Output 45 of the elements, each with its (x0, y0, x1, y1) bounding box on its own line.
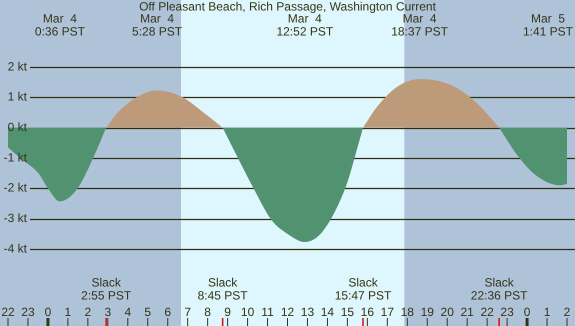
x-tick-label: 22 (1, 305, 15, 319)
y-tick-label: -1 kt (4, 150, 28, 164)
x-tick-label: 23 (21, 305, 35, 319)
x-tick-label: 11 (261, 305, 274, 319)
text: Slack 15:47 PST (334, 275, 392, 302)
x-tick-label: 17 (380, 305, 394, 319)
text: Slack 2:55 PST (81, 275, 132, 302)
x-tick-label: 0 (524, 305, 531, 319)
text: Mar 4 0:36 PST (34, 11, 86, 38)
y-tick-label: -4 kt (4, 241, 28, 256)
chart-title: Off Pleasant Beach, Rich Passage, Washington Current (139, 0, 437, 14)
x-tick-label: 8 (204, 305, 212, 319)
x-tick-label: 2 (564, 305, 571, 319)
x-tick-label: 10 (240, 305, 255, 319)
y-tick-label: -3 kt (4, 210, 28, 225)
x-tick-label: 5 (144, 305, 152, 319)
y-tick-label: -2 kt (4, 180, 28, 195)
x-tick-label: 0 (44, 305, 52, 319)
text: Mar 4 18:37 PST (391, 11, 449, 38)
x-tick-label: 21 (460, 305, 474, 319)
text: Mar 5 1:41 PST (522, 11, 574, 38)
x-tick-label: 7 (184, 305, 192, 319)
y-tick-label: 1 kt (8, 90, 28, 104)
x-tick-label: 13 (300, 305, 314, 319)
x-tick-label: 1 (544, 305, 551, 319)
x-tick-label: 23 (500, 305, 514, 319)
y-tick-label: 0 kt (8, 120, 28, 134)
x-tick-label: 20 (440, 305, 454, 319)
text: Slack 8:45 PST (198, 275, 248, 302)
x-tick-label: 4 (124, 305, 132, 319)
x-tick-label: 12 (280, 305, 294, 319)
x-tick-label: 19 (420, 305, 434, 319)
x-tick-label: 16 (360, 305, 374, 319)
y-tick-label: 2 kt (8, 59, 28, 74)
x-tick-label: 6 (164, 305, 172, 319)
text: Slack 22:36 PST (470, 275, 528, 302)
x-tick-label: 22 (480, 305, 494, 319)
x-tick-label: 2 (84, 305, 92, 319)
x-tick-label: 1 (64, 305, 72, 319)
text: Mar 4 5:28 PST (132, 11, 183, 38)
x-tick-label: 15 (340, 305, 354, 319)
x-tick-label: 3 (104, 305, 112, 319)
x-tick-label: 18 (400, 305, 414, 319)
x-tick-label: 9 (224, 305, 232, 319)
x-tick-label: 14 (320, 305, 334, 319)
